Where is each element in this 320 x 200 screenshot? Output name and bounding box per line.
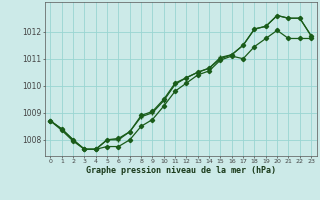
X-axis label: Graphe pression niveau de la mer (hPa): Graphe pression niveau de la mer (hPa): [86, 166, 276, 175]
